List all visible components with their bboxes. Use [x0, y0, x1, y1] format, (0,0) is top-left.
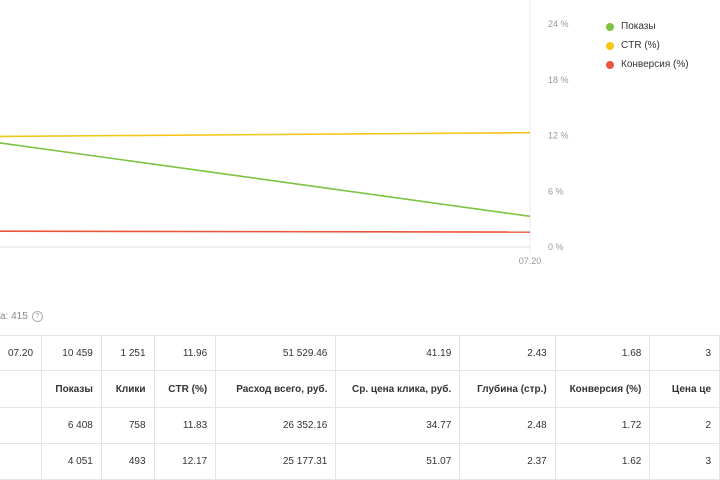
column-header[interactable]: Глубина (стр.): [459, 370, 556, 408]
totals-row: 07.20 10 459 1 251 11.96 51 529.46 41.19 2.43 1…: [0, 335, 720, 371]
column-header[interactable]: Показы: [41, 370, 102, 408]
column-header[interactable]: Цена це: [649, 370, 720, 408]
legend-dot-icon: [606, 22, 614, 31]
x-tick-label: 07.20: [519, 256, 542, 266]
table-cell: 51.07: [335, 443, 461, 480]
legend-item-impressions[interactable]: Показы: [606, 17, 689, 36]
legend-dot-icon: [606, 41, 614, 50]
series-line-conversion[interactable]: [0, 230, 531, 233]
table-cell: 26 352.16: [215, 407, 337, 444]
table-row[interactable]: 4 051 493 12.17 25 177.31 51.07 2.37 1.62 3: [0, 443, 720, 480]
totals-cell: 07.20: [0, 335, 43, 371]
column-header[interactable]: Конверсия (%): [554, 370, 651, 408]
totals-cell: 11.96: [153, 335, 217, 371]
legend-dot-icon: [606, 60, 614, 69]
table-cell: 25 177.31: [215, 443, 337, 480]
column-header[interactable]: Расход всего, руб.: [215, 370, 337, 408]
y-tick-label: 12 %: [548, 131, 569, 141]
series-line-ctr[interactable]: [0, 131, 531, 138]
legend-label: Показы: [621, 21, 656, 32]
table-cell: 12.17: [153, 443, 217, 480]
stats-table: 07.20 10 459 1 251 11.96 51 529.46 41.19 2.43 1…: [0, 335, 720, 480]
table-cell: 1.72: [554, 407, 651, 444]
column-header[interactable]: [0, 370, 43, 408]
column-header[interactable]: Клики: [100, 370, 155, 408]
totals-note-text: а: 415: [0, 311, 28, 322]
table-cell: 34.77: [335, 407, 461, 444]
table-cell: 3: [649, 443, 720, 480]
totals-cell: 51 529.46: [215, 335, 337, 371]
table-cell: [0, 443, 43, 480]
totals-cell: 1.68: [554, 335, 651, 371]
totals-cell: 3: [649, 335, 720, 371]
totals-cell: 41.19: [335, 335, 461, 371]
totals-cell: 1 251: [100, 335, 155, 371]
y-tick-label: 18 %: [548, 75, 569, 85]
table-header-row: Показы Клики CTR (%) Расход всего, руб. Ср. …: [0, 370, 720, 408]
legend-label: Конверсия (%): [621, 59, 689, 70]
table-row[interactable]: 6 408 758 11.83 26 352.16 34.77 2.48 1.72 2: [0, 407, 720, 444]
table-cell: 2.37: [459, 443, 556, 480]
table-cell: 4 051: [41, 443, 102, 480]
y-tick-label: 0 %: [548, 242, 564, 252]
table-cell: 6 408: [41, 407, 102, 444]
y-tick-label: 6 %: [548, 186, 564, 196]
column-header[interactable]: CTR (%): [153, 370, 217, 408]
chart-area: 0 % 6 % 12 % 18 % 24 % 07.20 Показы CTR (%) К…: [0, 0, 689, 266]
column-header[interactable]: Ср. цена клика, руб.: [335, 370, 461, 408]
table-cell: 11.83: [153, 407, 217, 444]
line-chart: 0 % 6 % 12 % 18 % 24 % 07.20: [0, 0, 569, 266]
table-cell: [0, 407, 43, 444]
series-line-impressions[interactable]: [0, 142, 531, 218]
legend-item-conversion[interactable]: Конверсия (%): [606, 55, 689, 74]
legend-label: CTR (%): [621, 40, 660, 51]
legend-item-ctr[interactable]: CTR (%): [606, 36, 689, 55]
table-cell: 758: [100, 407, 155, 444]
help-icon[interactable]: ?: [31, 311, 43, 322]
totals-cell: 10 459: [41, 335, 102, 371]
totals-note: а: 415 ?: [0, 311, 43, 322]
chart-legend: Показы CTR (%) Конверсия (%): [606, 17, 689, 74]
y-tick-label: 24 %: [548, 19, 569, 29]
table-cell: 1.62: [554, 443, 651, 480]
totals-cell: 2.43: [459, 335, 556, 371]
table-cell: 493: [100, 443, 155, 480]
table-cell: 2: [649, 407, 720, 444]
table-cell: 2.48: [459, 407, 556, 444]
